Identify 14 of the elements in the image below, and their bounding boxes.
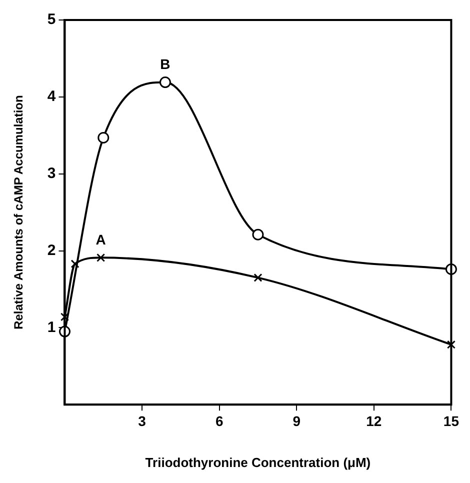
y-tick-label: 1 (47, 318, 56, 336)
y-tick-label: 4 (47, 88, 56, 106)
y-tick-label: 2 (47, 242, 56, 259)
y-tick-label: 3 (47, 164, 56, 182)
x-tick-label: 15 (443, 412, 460, 429)
series-label: B (160, 56, 170, 72)
x-tick-label: 9 (292, 412, 301, 429)
x-tick-label: 3 (138, 412, 146, 429)
y-tick-label: 5 (47, 11, 56, 28)
x-axis-title: Triiodothyronine Concentration (μM) (145, 454, 371, 470)
x-tick-label: 6 (215, 412, 224, 429)
y-axis-title: Relative Amounts of cAMP Accumulation (12, 95, 26, 330)
series-label: A (96, 232, 106, 248)
x-tick-label: 12 (366, 412, 382, 429)
